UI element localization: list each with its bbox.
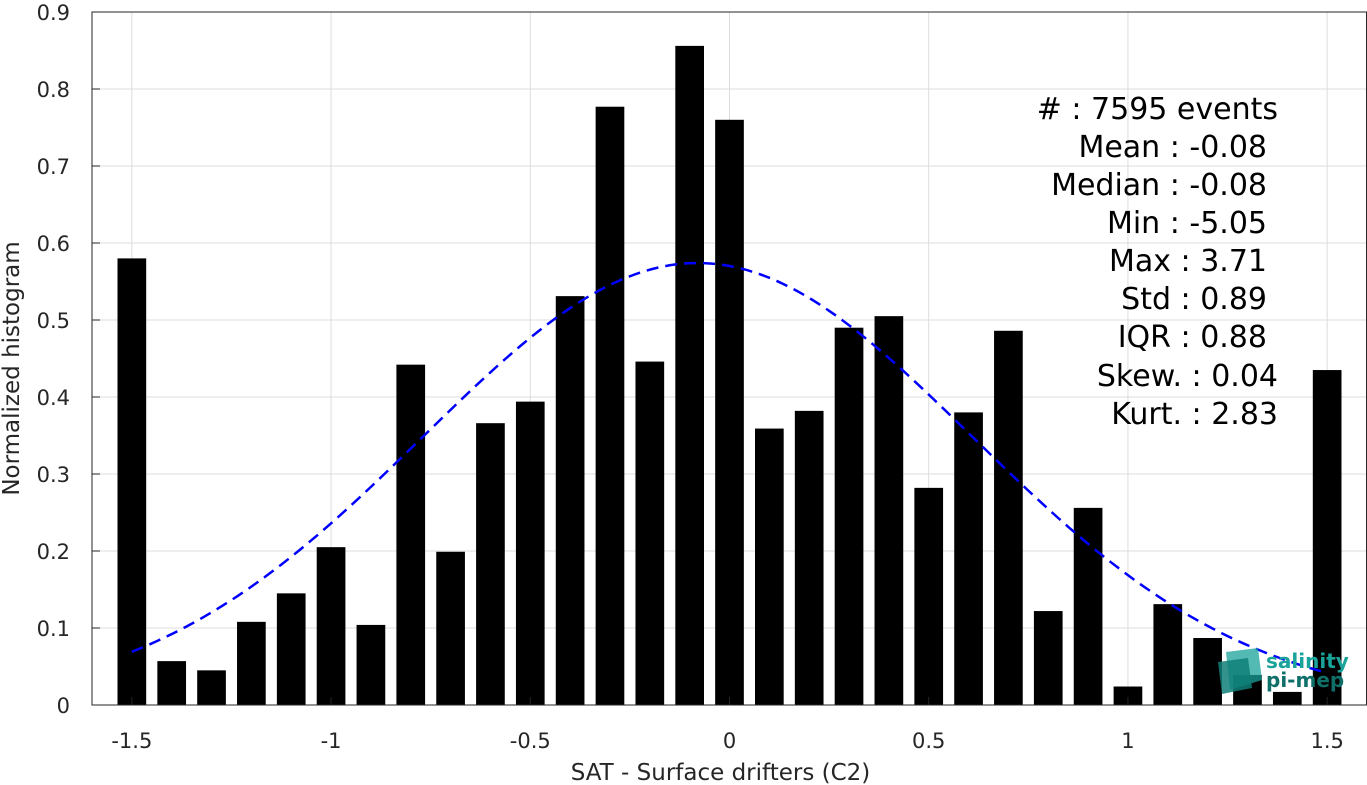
histogram-bar [874, 316, 904, 705]
x-tick-label: 0.5 [912, 729, 945, 753]
histogram-bar [715, 119, 744, 706]
histogram-bar [436, 551, 465, 705]
stat-median: Median : -0.08 [1051, 168, 1267, 203]
histogram-bar [914, 487, 944, 705]
histogram-bar [316, 547, 346, 705]
histogram-bar [515, 401, 545, 705]
histogram-bar [157, 661, 187, 705]
normal-fit-curve [131, 261, 1328, 675]
histogram-bar [1073, 507, 1103, 705]
histogram-bar [675, 45, 704, 705]
histogram-bar [954, 412, 983, 705]
x-tick-label: 1.5 [1310, 729, 1343, 753]
histogram-bar [237, 621, 266, 705]
histogram-bar [794, 410, 824, 705]
histogram-bar [635, 361, 665, 705]
stat-events: # : 7595 events [1037, 92, 1278, 127]
stat-skew: Skew. : 0.04 [1097, 359, 1278, 394]
histogram-bar [595, 106, 625, 705]
histogram-bar [755, 428, 784, 705]
stat-max: Max : 3.71 [1109, 244, 1267, 279]
x-tick-label: 1 [1121, 729, 1134, 753]
y-tick-label: 0.1 [37, 617, 70, 641]
histogram-bar [276, 593, 306, 705]
stat-iqr: IQR : 0.88 [1118, 320, 1267, 355]
y-tick-label: 0.8 [37, 78, 70, 102]
histogram-bar [396, 364, 426, 705]
logo-text-salinity: salinity [1266, 649, 1349, 673]
histogram-bar [1193, 638, 1222, 705]
y-tick-label: 0.6 [37, 232, 70, 256]
histogram-bar [1033, 611, 1063, 705]
y-tick-label: 0.3 [37, 463, 70, 487]
stat-mean: Mean : -0.08 [1078, 130, 1267, 165]
bars [117, 45, 1342, 706]
x-tick-label: -1 [321, 729, 342, 753]
histogram-bar [555, 296, 585, 705]
histogram-bar [1153, 604, 1183, 705]
x-tick-label: -1.5 [111, 729, 152, 753]
histogram-bar [356, 624, 386, 705]
salinity-pimep-logo: salinity pi-mep [1218, 648, 1349, 694]
histogram-bar [994, 330, 1023, 705]
x-tick-label: -0.5 [510, 729, 551, 753]
histogram-bar [476, 423, 505, 705]
y-tick-label: 0.9 [37, 1, 70, 25]
y-axis: 0 0.1 0.2 0.3 0.4 0.5 0.6 0.7 0.8 0.9 [37, 1, 100, 718]
stat-min: Min : -5.05 [1107, 206, 1267, 241]
y-axis-label: Normalized histogram [0, 241, 25, 495]
stats-box: # : 7595 events Mean : -0.08 Median : -0… [1037, 92, 1278, 432]
stat-std: Std : 0.89 [1121, 282, 1267, 317]
x-tick-label: 0 [723, 729, 736, 753]
x-axis-label: SAT - Surface drifters (C2) [571, 760, 871, 785]
histogram-bar [117, 258, 147, 705]
histogram-bar [834, 327, 864, 705]
y-tick-label: 0.2 [37, 540, 70, 564]
logo-text-pimep: pi-mep [1266, 668, 1344, 692]
y-tick-label: 0 [57, 694, 70, 718]
y-tick-label: 0.5 [37, 309, 70, 333]
y-tick-label: 0.7 [37, 155, 70, 179]
logo-mark-front [1218, 658, 1252, 694]
histogram-bar [1272, 691, 1302, 705]
y-tick-label: 0.4 [37, 386, 70, 410]
histogram-bar [197, 670, 226, 705]
stat-kurt: Kurt. : 2.83 [1111, 397, 1278, 432]
histogram-bar [1113, 686, 1143, 705]
x-axis: -1.5 -1 -0.5 0 0.5 1 1.5 [111, 697, 1344, 753]
histogram-bar [1312, 370, 1342, 705]
